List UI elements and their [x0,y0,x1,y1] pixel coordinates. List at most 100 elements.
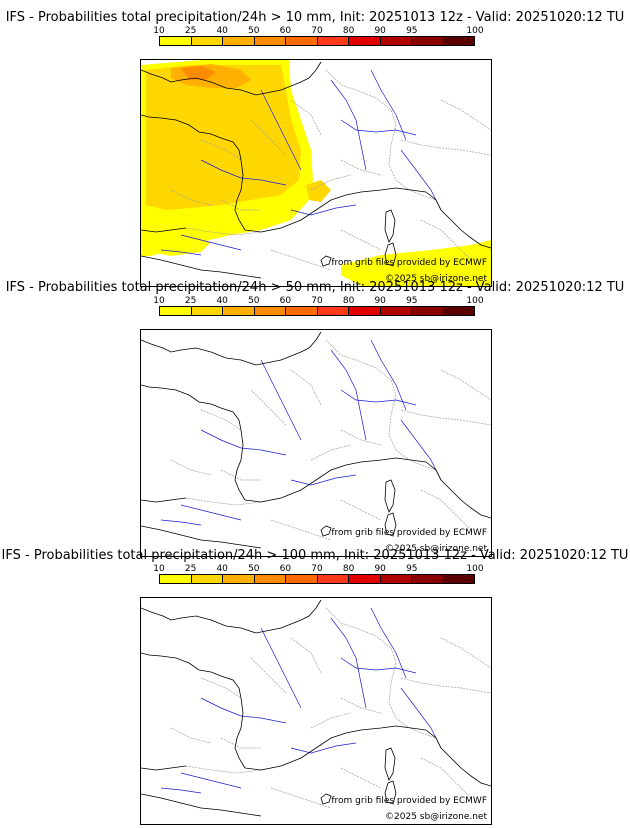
river-line [260,359,302,441]
colorbar-segment [349,575,381,583]
river-line [370,607,407,679]
source-credit: from grib files provided by ECMWF [331,796,487,806]
border-line [185,497,282,506]
river-line [330,617,367,709]
colorbar-tick-label: 70 [311,564,323,574]
river-line [400,687,442,749]
river-line [180,772,242,789]
river-line [290,742,357,754]
colorbar-tick-label: 100 [466,564,484,574]
colorbar-tick-label: 60 [279,26,292,36]
colorbar-labels: 10 25 40 50 60 70 80 90 95 100 [153,26,483,36]
colorbar-tick-label: 95 [406,26,418,36]
colorbar-tick-label: 90 [374,26,386,36]
colorbar-segment [254,37,286,45]
coastline [244,457,427,503]
border-line [420,219,472,261]
colorbar-labels: 10 25 40 50 60 70 80 90 95 100 [153,296,483,306]
coastline [425,729,491,787]
river-line [200,159,287,186]
precip-area [181,66,216,80]
colorbar-tick-label: 25 [184,564,197,574]
colorbar-tick-label: 50 [248,26,260,36]
map-svg [141,60,491,286]
coastline [425,191,491,249]
coastline [320,525,332,537]
border-line [388,124,407,189]
coastline [244,725,427,771]
colorbar-tick-label: 50 [248,564,260,574]
map-area: from grib files provided by ECMWF ©2025 … [140,597,492,825]
colorbar-segment [349,307,381,315]
colorbar-segment [380,307,412,315]
colorbar-segment [380,575,412,583]
colorbar-tick-label: 40 [216,564,228,574]
river-line [400,149,442,211]
coastline [384,747,396,781]
river-line [180,504,242,521]
coastline [280,61,322,91]
coastline [141,497,187,503]
river-line [290,474,357,486]
border-line [420,757,472,799]
river-line [330,79,367,171]
colorbar-segment [223,575,255,583]
colorbar-segment [412,307,444,315]
coastline [141,227,187,233]
coastline [141,69,282,96]
colorbar-tick-label: 80 [342,564,355,574]
border-line [420,489,472,531]
colorbar-segment [412,37,444,45]
coastline [244,187,427,233]
coastline [384,242,397,267]
copyright-credit: ©2025 sb@irizone.net [385,544,487,554]
river-line [290,204,357,216]
colorbar-segment [160,307,192,315]
border-line [388,662,407,727]
map-area: from grib files provided by ECMWF ©2025 … [140,59,492,287]
colorbar-tick-label: 80 [342,26,355,36]
border-line [270,787,332,809]
colorbar-tick-label: 70 [311,26,323,36]
colorbar-segment [254,575,286,583]
colorbar [159,306,475,316]
colorbar-segment [223,37,255,45]
colorbar-segment [160,575,192,583]
border-line [340,499,382,521]
precip-area [306,180,331,202]
colorbar-segment [443,307,474,315]
coastline [141,793,262,817]
colorbar [159,574,475,584]
colorbar-segment [349,37,381,45]
copyright-credit: ©2025 sb@irizone.net [385,812,487,822]
map-panel-50mm: IFS - Probabilities total precipitation/… [0,280,630,557]
border-line [170,189,212,206]
border-line [290,99,322,136]
coastline [141,607,282,634]
colorbar-tick-label: 25 [184,26,197,36]
border-line [340,229,382,251]
colorbar-segment [191,575,223,583]
border-line [405,457,437,471]
river-line [200,429,287,456]
river-line [340,657,417,674]
coastline [384,479,396,513]
coastline [320,793,332,805]
coastline [280,331,322,361]
colorbar-labels: 10 25 40 50 60 70 80 90 95 100 [153,564,483,574]
border-line [250,389,287,426]
border-line [310,444,352,461]
coastline [141,255,262,279]
colorbar [159,36,475,46]
colorbar-tick-label: 90 [374,564,386,574]
coastline [384,512,397,537]
map-area: from grib files provided by ECMWF ©2025 … [140,329,492,557]
coastline [141,525,262,549]
border-line [270,519,332,541]
river-line [160,787,202,794]
coastline [141,114,246,231]
border-line [310,712,352,729]
source-credit: from grib files provided by ECMWF [331,258,487,268]
precip-area [341,240,491,286]
colorbar-tick-label: 25 [184,296,197,306]
